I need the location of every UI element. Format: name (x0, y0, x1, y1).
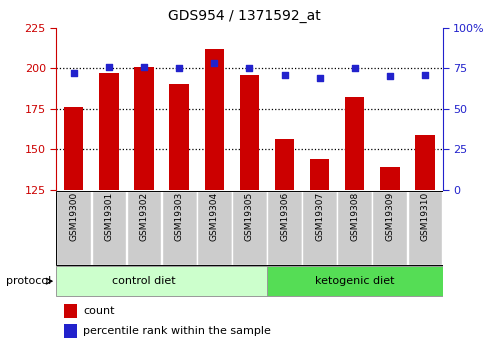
Bar (414, 135, 434, 190)
Bar (274, 139, 294, 190)
Point (280, 72, 288, 77)
Bar (266, 266, 442, 296)
Text: GSM19310: GSM19310 (420, 192, 428, 241)
Bar (302, 190, 336, 265)
Bar (407, 190, 442, 265)
Bar (266, 190, 301, 265)
Bar (231, 190, 266, 265)
Bar (197, 190, 231, 265)
Point (245, 66, 253, 71)
Bar (91, 190, 126, 265)
Point (105, 64, 113, 69)
Point (420, 72, 428, 77)
Text: ketogenic diet: ketogenic diet (314, 276, 394, 286)
Bar (126, 190, 161, 265)
Bar (204, 49, 224, 190)
Text: GDS954 / 1371592_at: GDS954 / 1371592_at (168, 9, 320, 23)
Text: GSM19305: GSM19305 (244, 192, 253, 241)
Bar (56, 266, 266, 296)
Bar (64, 324, 77, 338)
Text: percentile rank within the sample: percentile rank within the sample (83, 326, 271, 336)
Text: GSM19306: GSM19306 (280, 192, 288, 241)
Text: count: count (83, 306, 115, 316)
Bar (99, 73, 118, 190)
Bar (309, 159, 328, 190)
Bar (64, 304, 77, 318)
Text: GSM19302: GSM19302 (139, 192, 148, 241)
Bar (239, 75, 259, 190)
Bar (134, 67, 153, 190)
Text: GSM19304: GSM19304 (209, 192, 218, 241)
Point (70, 70, 78, 76)
Point (315, 75, 323, 81)
Bar (56, 190, 91, 265)
Bar (380, 167, 399, 190)
Text: control diet: control diet (112, 276, 176, 286)
Text: GSM19307: GSM19307 (314, 192, 324, 241)
Text: GSM19309: GSM19309 (385, 192, 393, 241)
Point (350, 66, 358, 71)
Point (210, 60, 218, 66)
Text: GSM19300: GSM19300 (69, 192, 78, 241)
Text: GSM19301: GSM19301 (104, 192, 113, 241)
Point (385, 73, 393, 79)
Bar (64, 107, 83, 190)
Bar (337, 190, 371, 265)
Point (175, 66, 183, 71)
Bar (162, 190, 196, 265)
Bar (345, 97, 364, 190)
Point (140, 64, 148, 69)
Bar (169, 85, 188, 190)
Bar (372, 190, 407, 265)
Text: GSM19303: GSM19303 (174, 192, 183, 241)
Text: protocol: protocol (6, 276, 51, 286)
Text: GSM19308: GSM19308 (349, 192, 359, 241)
